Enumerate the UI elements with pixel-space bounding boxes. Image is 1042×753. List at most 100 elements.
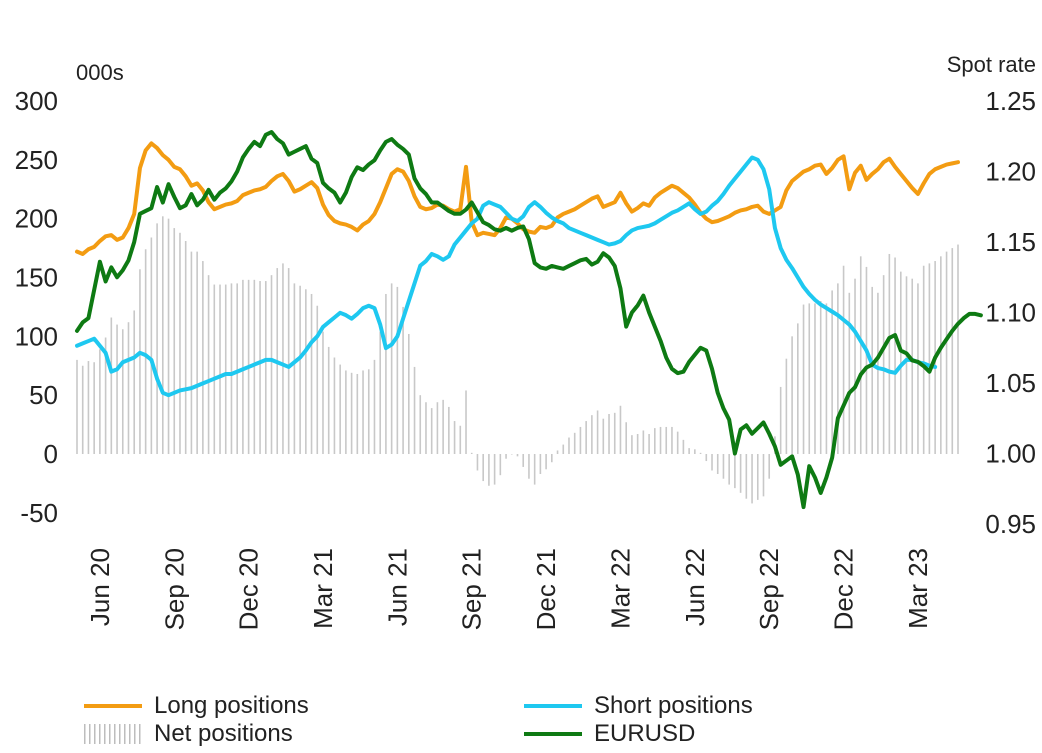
long-positions-line <box>75 141 960 256</box>
net-position-bar <box>322 331 324 454</box>
left-tick-label: 0 <box>44 439 58 469</box>
net-position-bar <box>459 425 462 454</box>
net-position-bar <box>385 293 387 454</box>
net-position-bar <box>751 454 753 504</box>
net-position-bar <box>121 329 124 454</box>
net-position-bar <box>408 333 410 454</box>
net-position-bar <box>648 434 650 454</box>
net-position-bar <box>345 370 347 454</box>
left-tick-label: 200 <box>15 204 58 234</box>
legend-long-label: Long positions <box>154 692 309 719</box>
net-position-bar <box>510 454 513 455</box>
net-position-bar <box>476 454 479 471</box>
net-position-bar <box>436 402 439 454</box>
net-position-bar <box>797 323 799 454</box>
x-tick-label: Dec 21 <box>531 548 561 630</box>
left-tick-label: 300 <box>15 86 58 116</box>
net-position-bar <box>688 448 690 454</box>
net-position-bar <box>882 275 885 454</box>
x-tick-label: Mar 22 <box>605 548 635 629</box>
net-position-bar <box>940 256 942 454</box>
long-swatch <box>84 704 142 708</box>
net-position-bar <box>951 248 954 454</box>
right-tick-label: 1.10 <box>985 298 1036 328</box>
net-position-bar <box>899 271 902 454</box>
net-position-bar <box>659 426 662 454</box>
net-position-bar <box>579 426 582 454</box>
net-position-bar <box>362 370 364 454</box>
left-tick-label: -50 <box>20 498 58 528</box>
net-position-bar <box>859 256 862 454</box>
net-position-bar <box>144 249 147 454</box>
net-position-bar <box>93 362 95 454</box>
net-position-bar <box>162 216 164 454</box>
net-positions-bars <box>76 216 959 504</box>
net-position-bar <box>756 454 759 500</box>
net-position-bar <box>957 244 959 454</box>
net-position-bar <box>694 449 696 454</box>
net-position-bar <box>585 421 587 454</box>
net-position-bar <box>842 265 845 454</box>
net-position-bar <box>779 386 782 454</box>
net-position-bar <box>911 278 914 454</box>
net-position-bar <box>150 237 153 454</box>
net-position-bar <box>814 303 816 454</box>
net-position-bar <box>602 418 605 454</box>
x-tick-label: Dec 20 <box>234 548 264 630</box>
net-position-bar <box>854 278 856 454</box>
net-position-bar <box>894 257 896 454</box>
net-position-bar <box>470 452 473 454</box>
net-position-bar <box>499 454 502 476</box>
net-position-bar <box>888 253 891 454</box>
net-position-bar <box>802 304 805 454</box>
net-position-bar <box>287 268 290 454</box>
net-position-bar <box>253 279 256 454</box>
net-position-bar <box>636 434 639 454</box>
net-position-bar <box>282 263 284 454</box>
legend-eurusd: EURUSD <box>524 720 695 748</box>
net-position-bar <box>905 276 908 454</box>
net-position-bar <box>99 349 101 454</box>
left-axis-ticks: 300 250 200 150 100 50 0 -50 <box>15 86 58 528</box>
net-swatch <box>84 724 142 744</box>
net-position-bar <box>367 369 370 454</box>
net-position-bar <box>219 284 221 454</box>
net-position-bar <box>711 454 713 471</box>
legend-eurusd-label: EURUSD <box>594 720 696 747</box>
x-tick-label: Jun 22 <box>680 548 710 626</box>
net-position-bar <box>625 422 627 454</box>
net-position-bar <box>631 435 633 454</box>
net-position-bar <box>493 454 496 485</box>
right-tick-label: 1.15 <box>985 227 1036 257</box>
net-position-bar <box>922 265 925 454</box>
net-position-bar <box>465 390 467 454</box>
short-swatch <box>524 704 582 708</box>
net-position-bar <box>528 454 530 479</box>
net-position-bar <box>539 454 542 474</box>
net-position-bar <box>665 426 668 454</box>
left-tick-label: 150 <box>15 263 58 293</box>
net-position-bar <box>333 357 336 454</box>
net-position-bar <box>745 454 748 499</box>
net-position-bar <box>545 454 547 470</box>
net-position-bar <box>76 359 78 454</box>
legend-short-label: Short positions <box>594 692 753 719</box>
eurusd-swatch <box>524 732 582 736</box>
left-tick-label: 50 <box>29 380 58 410</box>
net-position-bar <box>831 290 833 454</box>
net-position-bar <box>728 454 730 485</box>
net-position-bar <box>379 331 381 454</box>
right-tick-label: 1.00 <box>985 439 1036 469</box>
net-position-bar <box>768 454 771 479</box>
net-position-bar <box>848 292 851 454</box>
net-position-bar <box>819 301 822 454</box>
net-position-bar <box>676 431 679 454</box>
net-position-bar <box>116 324 118 454</box>
right-axis-unit: Spot rate <box>947 52 1036 77</box>
legend-net: Net positions <box>84 720 293 748</box>
net-position-bar <box>482 454 484 482</box>
x-tick-label: Jun 21 <box>382 548 412 626</box>
left-axis-unit: 000s <box>76 60 124 85</box>
net-position-bar <box>202 261 204 454</box>
net-position-bar <box>230 283 233 454</box>
